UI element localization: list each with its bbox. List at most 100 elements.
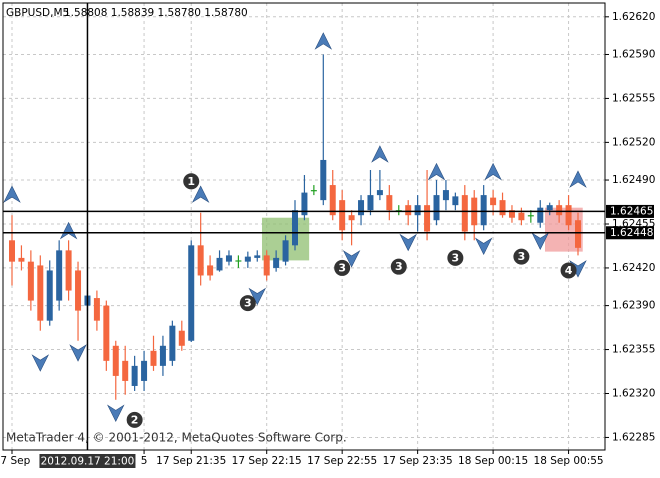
candle-body bbox=[490, 197, 497, 206]
candle-body bbox=[386, 195, 393, 211]
y-tick-label: 1.62490 bbox=[612, 174, 655, 186]
y-tick-label: 1.62390 bbox=[612, 300, 655, 312]
candle-body bbox=[546, 205, 553, 211]
candle-body bbox=[18, 257, 25, 262]
candle-body bbox=[508, 210, 515, 218]
candle-body bbox=[122, 360, 129, 381]
plot-frame bbox=[2, 2, 606, 451]
price-label-box bbox=[606, 226, 654, 240]
candle-body bbox=[527, 215, 534, 217]
x-tick-label: 17 Sep bbox=[0, 455, 31, 467]
candle-body bbox=[433, 195, 440, 221]
signal-arrow bbox=[371, 145, 389, 163]
candle-body bbox=[27, 261, 34, 301]
crosshair-label: 2012.09.17 21:00 bbox=[41, 456, 135, 468]
candle-body bbox=[225, 255, 232, 262]
candle-body bbox=[46, 270, 53, 321]
y-tick-label: 1.62420 bbox=[612, 262, 655, 274]
candle-body bbox=[310, 190, 317, 192]
candle-body bbox=[499, 200, 506, 216]
callout-circle bbox=[447, 249, 464, 266]
candle-body bbox=[518, 212, 525, 221]
candle-body bbox=[254, 255, 261, 258]
candle-body bbox=[556, 205, 563, 216]
candle-body bbox=[75, 270, 82, 311]
candle-body bbox=[358, 200, 365, 216]
x-tick-label: 18 Sep 00:55 bbox=[534, 455, 604, 467]
signal-arrow bbox=[399, 233, 417, 252]
candle-body bbox=[442, 190, 449, 201]
signal-arrow bbox=[248, 287, 267, 306]
candle-body bbox=[461, 195, 468, 232]
callout-circle bbox=[126, 411, 143, 428]
callout-label: 2 bbox=[131, 413, 139, 426]
x-tick-label: 17 Sep 23:35 bbox=[383, 455, 453, 467]
candle-body bbox=[159, 345, 166, 366]
signal-arrow bbox=[342, 250, 361, 268]
candle-body bbox=[216, 257, 223, 271]
x-tick-label: 17 Sep 21:35 bbox=[156, 455, 226, 467]
candle-body bbox=[565, 205, 572, 226]
callout-label: 1 bbox=[187, 175, 195, 188]
candle-body bbox=[188, 245, 195, 341]
watermark: MetaTrader 4, © 2001-2012, MetaQuotes So… bbox=[6, 431, 347, 445]
y-tick-label: 1.62520 bbox=[612, 136, 655, 148]
callout-circle bbox=[183, 173, 200, 190]
signal-arrow bbox=[69, 344, 87, 362]
price-label: 1.62448 bbox=[610, 227, 653, 239]
callout-label: 3 bbox=[338, 261, 346, 274]
price-label: 1.62465 bbox=[610, 205, 653, 217]
signal-arrow bbox=[427, 162, 446, 181]
signal-arrow bbox=[31, 354, 50, 372]
crosshair-label-box bbox=[39, 454, 136, 468]
price-label-box bbox=[606, 204, 654, 218]
callout-circle bbox=[334, 259, 351, 276]
signal-arrow bbox=[569, 170, 587, 188]
candle-body bbox=[263, 255, 270, 276]
candle-body bbox=[37, 265, 44, 321]
candle-body bbox=[282, 240, 289, 262]
callout-circle bbox=[239, 295, 256, 312]
callout-circle bbox=[560, 262, 577, 279]
candle-body bbox=[329, 185, 336, 216]
candle-body bbox=[197, 245, 204, 276]
candle-body bbox=[292, 210, 298, 246]
candle-body bbox=[367, 195, 374, 211]
candle-body bbox=[103, 305, 110, 361]
x-tick-label: 17 Sep 22:15 bbox=[232, 455, 302, 467]
x-tick-label: 18 Sep 00:15 bbox=[458, 455, 528, 467]
signal-arrow bbox=[484, 162, 502, 181]
candle-body bbox=[150, 350, 157, 366]
signal-arrow bbox=[191, 185, 210, 203]
candle-body bbox=[424, 205, 431, 232]
candle-body bbox=[414, 205, 421, 216]
candle-body bbox=[207, 265, 214, 276]
candle-body bbox=[56, 250, 63, 301]
candle-body bbox=[376, 190, 383, 196]
signal-arrow bbox=[531, 232, 550, 250]
candle-body bbox=[339, 200, 346, 231]
candle-body bbox=[273, 257, 280, 268]
candle-body bbox=[480, 195, 487, 226]
ohlc-text: 1.58808 1.58839 1.58780 1.58780 bbox=[64, 7, 248, 19]
y-tick-label: 1.62320 bbox=[612, 387, 655, 399]
y-tick-label: 1.62590 bbox=[612, 48, 655, 60]
callout-circle bbox=[390, 258, 407, 275]
callout-label: 3 bbox=[518, 250, 526, 263]
callout-label: 4 bbox=[565, 264, 573, 277]
callout-circle bbox=[513, 248, 530, 265]
chart-title: GBPUSD,M5 bbox=[6, 7, 69, 19]
candle-body bbox=[244, 256, 251, 262]
candle-body bbox=[169, 325, 176, 361]
y-tick-label: 1.62285 bbox=[612, 431, 655, 443]
signal-arrow bbox=[314, 32, 333, 50]
signal-arrow bbox=[3, 185, 21, 203]
signal-arrow bbox=[474, 237, 493, 256]
candle-body bbox=[9, 240, 15, 262]
y-tick-label: 1.62355 bbox=[612, 344, 655, 356]
candle-body bbox=[93, 298, 100, 321]
x-tick-label: 5 bbox=[141, 455, 148, 467]
candle-body bbox=[141, 360, 148, 381]
candle-body bbox=[348, 215, 355, 221]
